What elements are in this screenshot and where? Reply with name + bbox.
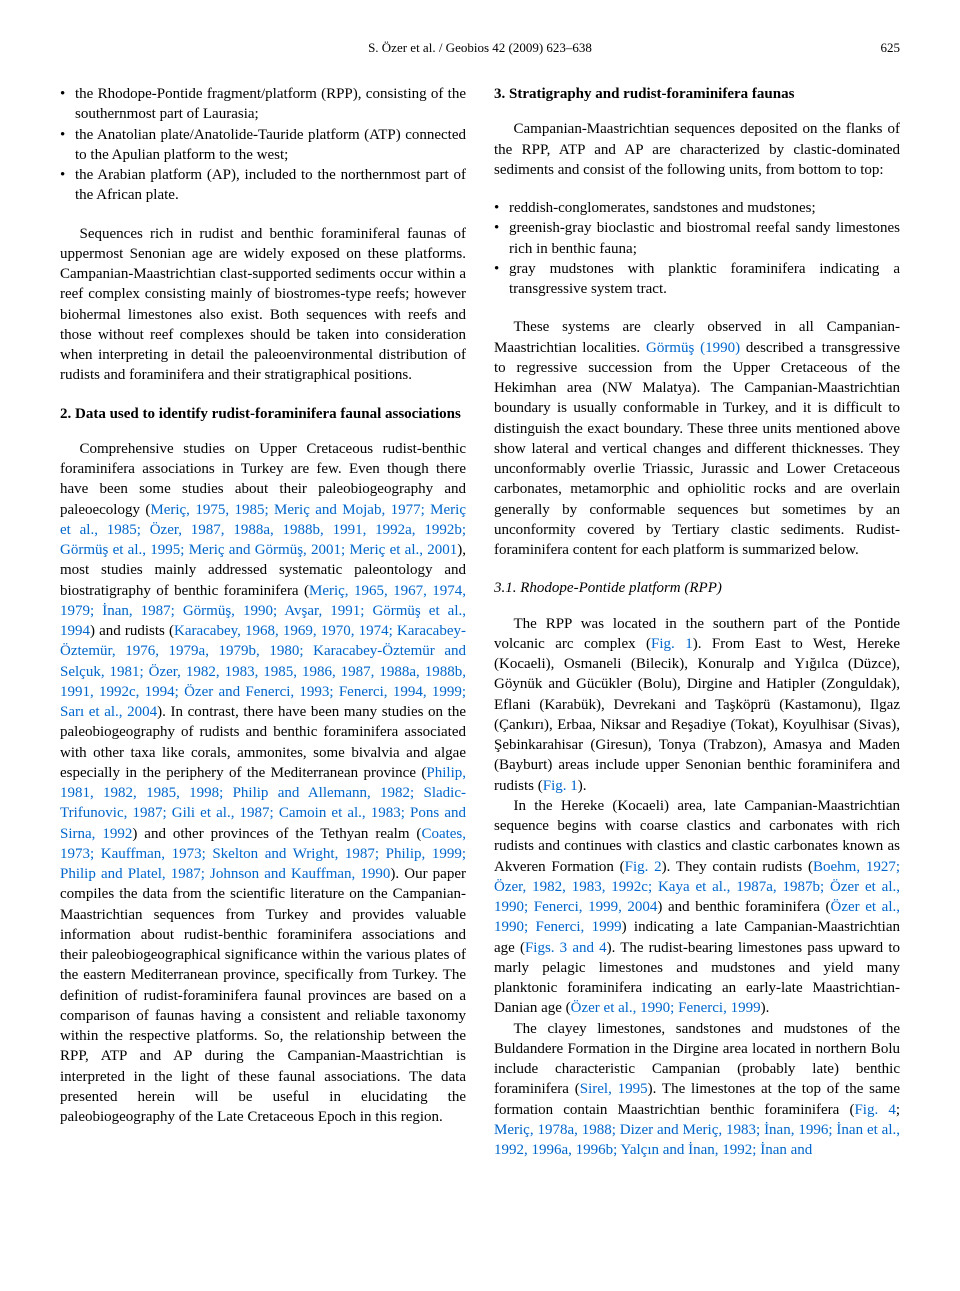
- text: ). From East to West, Hereke (Kocaeli), …: [494, 636, 900, 794]
- bullet-dot-icon: •: [60, 125, 75, 166]
- citation-link[interactable]: Meriç, 1978a, 1988; Dizer and Meriç, 198…: [494, 1122, 900, 1158]
- left-column: •the Rhodope-Pontide fragment/platform (…: [60, 84, 466, 1160]
- list-item: •the Rhodope-Pontide fragment/platform (…: [60, 84, 466, 125]
- list-item: •gray mudstones with planktic foraminife…: [494, 259, 900, 300]
- bullet-dot-icon: •: [494, 218, 509, 259]
- list-item-text: greenish-gray bioclastic and biostromal …: [509, 218, 900, 259]
- list-item: •reddish-conglomerates, sandstones and m…: [494, 198, 900, 218]
- list-item-text: the Anatolian plate/Anatolide-Tauride pl…: [75, 125, 466, 166]
- paragraph: Campanian-Maastrichtian sequences deposi…: [494, 119, 900, 180]
- section-heading: 2. Data used to identify rudist-foramini…: [60, 404, 466, 424]
- subsection-heading: 3.1. Rhodope-Pontide platform (RPP): [494, 578, 900, 598]
- paragraph: In the Hereke (Kocaeli) area, late Campa…: [494, 796, 900, 1019]
- citation-link[interactable]: Sirel, 1995: [580, 1081, 648, 1097]
- figure-link[interactable]: Fig. 4: [854, 1102, 895, 1118]
- paragraph: These systems are clearly observed in al…: [494, 317, 900, 560]
- right-column: 3. Stratigraphy and rudist-foraminifera …: [494, 84, 900, 1160]
- text: ).: [761, 1000, 770, 1016]
- text: ) and other provinces of the Tethyan rea…: [132, 826, 421, 842]
- paragraph: Comprehensive studies on Upper Cretaceou…: [60, 439, 466, 1128]
- citation-link[interactable]: Özer et al., 1990; Fenerci, 1999: [571, 1000, 761, 1016]
- text: ;: [896, 1102, 900, 1118]
- bullet-dot-icon: •: [60, 84, 75, 125]
- paragraph: The RPP was located in the southern part…: [494, 614, 900, 796]
- running-head-text: S. Özer et al. / Geobios 42 (2009) 623–6…: [368, 40, 592, 55]
- paragraph: The clayey limestones, sandstones and mu…: [494, 1019, 900, 1161]
- citation-link[interactable]: Görmüş (1990): [646, 340, 740, 356]
- figure-link[interactable]: Fig. 2: [625, 859, 662, 875]
- bullet-dot-icon: •: [494, 198, 509, 218]
- text: ) and benthic foraminifera (: [657, 899, 830, 915]
- text: ). Our paper compiles the data from the …: [60, 866, 466, 1125]
- list-item: •the Anatolian plate/Anatolide-Tauride p…: [60, 125, 466, 166]
- text: ) and rudists (: [90, 623, 174, 639]
- bullet-dot-icon: •: [60, 165, 75, 206]
- bullet-dot-icon: •: [494, 259, 509, 300]
- list-item-text: the Rhodope-Pontide fragment/platform (R…: [75, 84, 466, 125]
- text: described a transgressive to regressive …: [494, 340, 900, 559]
- list-item: •greenish-gray bioclastic and biostromal…: [494, 218, 900, 259]
- text: ). They contain rudists (: [662, 859, 813, 875]
- list-item-text: gray mudstones with planktic foraminifer…: [509, 259, 900, 300]
- list-item-text: reddish-conglomerates, sandstones and mu…: [509, 198, 900, 218]
- two-column-body: •the Rhodope-Pontide fragment/platform (…: [60, 84, 900, 1160]
- list-item: •the Arabian platform (AP), included to …: [60, 165, 466, 206]
- section-heading: 3. Stratigraphy and rudist-foraminifera …: [494, 84, 900, 104]
- figure-link[interactable]: Figs. 3 and 4: [525, 940, 607, 956]
- page-number: 625: [881, 40, 901, 56]
- list-item-text: the Arabian platform (AP), included to t…: [75, 165, 466, 206]
- running-head: S. Özer et al. / Geobios 42 (2009) 623–6…: [60, 40, 900, 56]
- paragraph: Sequences rich in rudist and benthic for…: [60, 224, 466, 386]
- figure-link[interactable]: Fig. 1: [543, 778, 578, 794]
- text: ).: [578, 778, 587, 794]
- figure-link[interactable]: Fig. 1: [651, 636, 693, 652]
